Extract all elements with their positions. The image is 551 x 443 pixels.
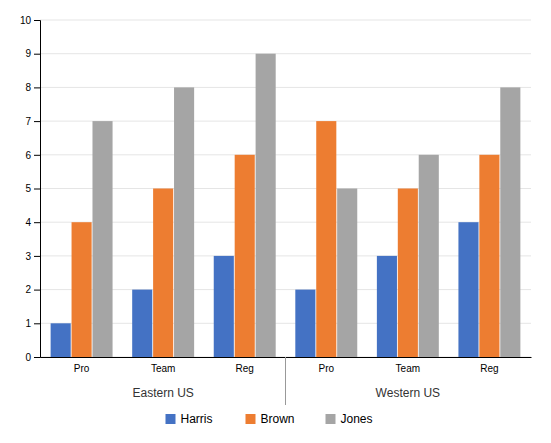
tick-label: Pro	[74, 363, 90, 374]
bar	[295, 290, 315, 357]
legend-item: Jones	[326, 412, 373, 426]
tick-label: 0	[25, 352, 31, 363]
bar	[72, 222, 92, 357]
tick: 9	[25, 48, 40, 59]
bar	[235, 155, 255, 357]
tick-mark	[34, 155, 40, 156]
group-label: Western US	[376, 386, 440, 400]
tick-mark	[34, 323, 40, 324]
tick-mark	[34, 20, 40, 21]
grid-line	[40, 53, 531, 54]
tick-label: 2	[25, 284, 31, 295]
tick-mark	[34, 54, 40, 55]
tick: 1	[25, 318, 40, 329]
tick: 0	[25, 352, 40, 363]
tick-mark	[34, 87, 40, 88]
chart: 012345678910ProTeamRegProTeamRegEastern …	[0, 0, 551, 443]
tick-mark	[34, 357, 40, 358]
series	[72, 121, 500, 357]
grid-line	[40, 121, 531, 122]
bar	[316, 121, 336, 357]
grid-line	[40, 255, 531, 256]
tick-label: Reg	[480, 363, 498, 374]
legend-swatch	[326, 414, 336, 424]
tick-label: Pro	[318, 363, 334, 374]
tick: 7	[25, 116, 40, 127]
tick-mark	[34, 256, 40, 257]
tick-label: 1	[25, 318, 31, 329]
legend-swatch	[166, 414, 176, 424]
tick-label: 5	[25, 183, 31, 194]
group-separator	[285, 357, 286, 405]
tick: Team	[151, 363, 175, 374]
bar	[398, 189, 418, 358]
legend-label: Brown	[261, 412, 295, 426]
grid-line	[40, 323, 531, 324]
group-labels: Eastern US Western US	[132, 357, 440, 405]
tick-label: 8	[25, 82, 31, 93]
grid-line	[40, 87, 531, 88]
bar	[51, 323, 71, 357]
tick-mark	[34, 290, 40, 291]
tick: 3	[25, 251, 40, 262]
legend-item: Harris	[166, 412, 213, 426]
bar	[153, 189, 173, 358]
tick: 4	[25, 217, 40, 228]
tick-label: Reg	[236, 363, 254, 374]
tick-label: 3	[25, 251, 31, 262]
group-label: Eastern US	[132, 386, 193, 400]
y-axis: 0 1 2 3 4 5 6 7 8 9 10	[20, 15, 41, 363]
bar	[214, 256, 234, 357]
tick: Team	[396, 363, 420, 374]
bar	[500, 87, 520, 357]
tick: Pro	[74, 363, 90, 374]
plot: 012345678910ProTeamRegProTeamRegEastern …	[20, 15, 532, 405]
tick-label: 7	[25, 116, 31, 127]
tick-label: 9	[25, 48, 31, 59]
grid-line	[40, 188, 531, 189]
legend-item: Brown	[246, 412, 295, 426]
tick-mark	[34, 121, 40, 122]
bar	[132, 290, 152, 357]
grid	[40, 20, 531, 357]
bar	[458, 222, 478, 357]
tick: 5	[25, 183, 40, 194]
tick: 8	[25, 82, 40, 93]
tick-mark	[34, 222, 40, 223]
grid-line	[40, 20, 531, 21]
bar	[419, 155, 439, 357]
bars	[51, 54, 521, 357]
tick: 2	[25, 284, 40, 295]
tick-label: 4	[25, 217, 31, 228]
tick-label: 10	[20, 15, 32, 26]
tick-label: Team	[151, 363, 175, 374]
legend: Harris Brown Jones	[166, 412, 373, 426]
tick-mark	[34, 189, 40, 190]
axis-domain	[34, 21, 41, 358]
tick: Reg	[480, 363, 498, 374]
legend-label: Jones	[341, 412, 373, 426]
tick-label: Team	[396, 363, 420, 374]
bar	[337, 189, 357, 358]
legend-label: Harris	[181, 412, 213, 426]
bar	[479, 155, 499, 357]
legend-swatch	[246, 414, 256, 424]
bar	[92, 121, 112, 357]
series	[92, 54, 520, 357]
grid-line	[40, 154, 531, 155]
grid-line	[40, 289, 531, 290]
bar	[256, 54, 276, 357]
tick: Reg	[236, 363, 254, 374]
grid-line	[40, 222, 531, 223]
tick: Pro	[318, 363, 334, 374]
bar	[377, 256, 397, 357]
bar	[174, 87, 194, 357]
tick-label: 6	[25, 150, 31, 161]
tick: 10	[20, 15, 40, 26]
tick: 6	[25, 150, 40, 161]
